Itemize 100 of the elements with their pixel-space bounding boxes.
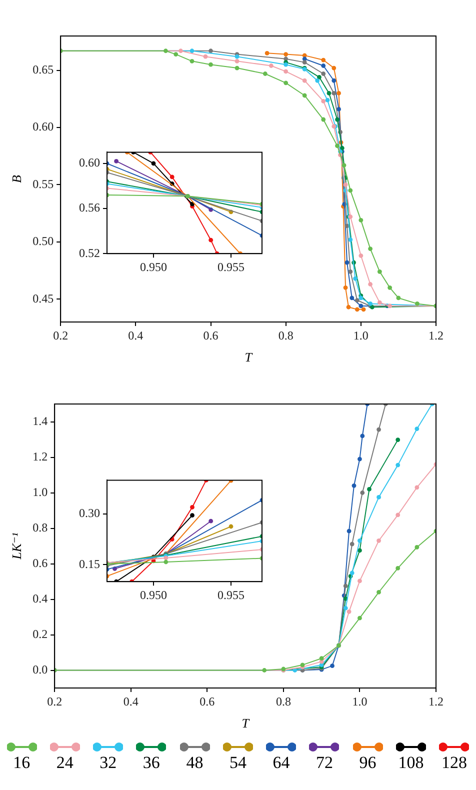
legend-label: 36	[142, 752, 160, 774]
point	[358, 218, 364, 222]
point	[332, 78, 336, 83]
point	[321, 117, 326, 122]
y-tick-label: 0.60	[32, 120, 54, 134]
point	[358, 296, 364, 300]
point	[352, 483, 356, 488]
point	[358, 616, 362, 620]
y-tick-label: 1.0	[32, 484, 48, 499]
point	[396, 438, 400, 442]
point	[114, 159, 118, 164]
point	[262, 668, 267, 672]
x-tick-label: 0.2	[53, 328, 68, 342]
point	[332, 91, 336, 96]
point	[376, 590, 381, 594]
legend-label: 108	[398, 752, 424, 774]
point	[228, 524, 234, 529]
legend-label: 96	[359, 752, 376, 774]
point	[358, 548, 362, 553]
point	[340, 146, 344, 150]
point	[368, 282, 373, 286]
x-tick-label: 0.6	[203, 328, 218, 342]
point	[190, 513, 194, 518]
y-tick-label: 1.2	[32, 449, 48, 464]
point	[264, 50, 270, 56]
point	[346, 528, 352, 534]
point	[321, 99, 326, 104]
point	[360, 490, 365, 495]
point	[174, 52, 178, 57]
y-tick-label: 0.52	[79, 246, 100, 260]
point	[321, 72, 326, 76]
point	[396, 296, 401, 300]
x-tick-label: 0.4	[123, 694, 138, 708]
legend-label: 64	[272, 752, 290, 774]
point	[342, 163, 346, 168]
point	[208, 518, 214, 524]
x-tick-label: 1.0	[353, 328, 368, 342]
point	[343, 606, 348, 610]
y-tick-label: 0.2	[32, 626, 48, 641]
point	[317, 74, 322, 80]
point	[376, 427, 381, 432]
point	[350, 570, 354, 576]
legend-label: 72	[316, 752, 333, 774]
point	[354, 298, 360, 302]
point	[302, 60, 307, 65]
point	[414, 545, 420, 550]
y-tick-label: 0.65	[32, 62, 54, 76]
point	[368, 246, 373, 251]
point	[284, 80, 288, 86]
point	[321, 64, 326, 68]
point	[262, 72, 268, 76]
point	[203, 54, 208, 59]
point	[284, 62, 288, 67]
point	[315, 78, 320, 83]
point	[284, 69, 288, 74]
point	[396, 462, 400, 468]
x-tick-label: 1.2	[428, 694, 444, 708]
point	[208, 48, 213, 54]
point	[343, 285, 348, 290]
point	[388, 304, 392, 308]
x-axis-title: T	[244, 350, 253, 365]
point	[234, 54, 240, 59]
point	[346, 609, 352, 614]
point	[358, 253, 364, 258]
point	[415, 301, 420, 306]
x-tick-label: 1.2	[428, 328, 444, 342]
y-tick-label: 0.8	[32, 520, 48, 534]
point	[348, 237, 353, 242]
point	[353, 276, 358, 281]
point	[319, 656, 324, 661]
point	[302, 93, 307, 98]
point	[396, 566, 400, 570]
legend-label: 24	[56, 752, 74, 774]
point	[190, 505, 194, 510]
point	[336, 91, 341, 96]
point	[344, 260, 350, 265]
point	[335, 144, 340, 148]
legend-label: 32	[100, 752, 117, 774]
legend-label: 54	[229, 752, 246, 774]
point	[269, 64, 274, 68]
point	[358, 304, 364, 308]
x-tick-label: 0.6	[200, 694, 215, 708]
point	[348, 188, 353, 193]
point	[414, 426, 420, 432]
point	[377, 300, 382, 305]
y-tick-label: 0.6	[32, 556, 48, 570]
point	[151, 161, 156, 166]
point	[414, 485, 420, 490]
point	[164, 48, 168, 54]
y-axis-title: LK⁻¹	[9, 532, 24, 560]
point	[360, 434, 365, 438]
point	[367, 487, 372, 492]
point	[332, 66, 336, 70]
x-tick-label: 1.0	[352, 694, 368, 708]
point	[321, 58, 326, 62]
point	[325, 98, 330, 102]
y-tick-label: 0.15	[79, 556, 100, 571]
point	[348, 269, 353, 274]
x-tick-label: 0.950	[140, 588, 167, 602]
x-axis-title: T	[242, 716, 250, 731]
